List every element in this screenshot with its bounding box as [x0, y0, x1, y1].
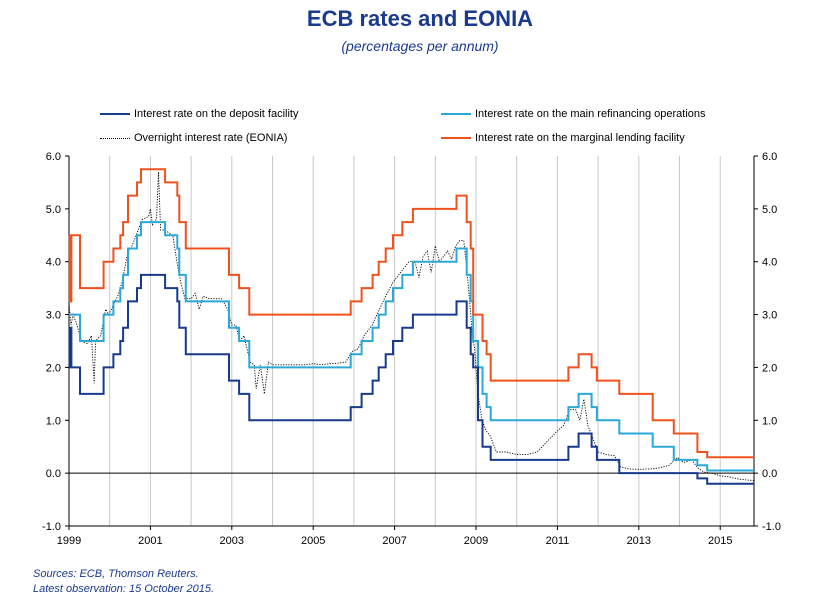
eonia-line	[68, 171, 755, 481]
x-tick-label: 2011	[546, 535, 570, 547]
y-tick-label-right: 3.0	[762, 310, 777, 322]
sources-note: Sources: ECB, Thomson Reuters.	[33, 568, 199, 580]
latest-observation-note: Latest observation: 15 October 2015.	[33, 583, 215, 595]
legend-marginal: Interest rate on the marginal lending fa…	[441, 132, 685, 144]
legend-swatch-deposit	[100, 113, 130, 115]
y-tick-label-left: 1.0	[46, 415, 61, 427]
y-tick-label-right: 6.0	[762, 151, 777, 163]
y-tick-label-left: 6.0	[46, 151, 61, 163]
legend-label-marginal: Interest rate on the marginal lending fa…	[475, 132, 685, 144]
deposit-facility-line	[68, 273, 754, 485]
legend-deposit: Interest rate on the deposit facility	[100, 108, 298, 120]
x-tick-label: 1999	[57, 535, 81, 547]
x-tick-label: 2015	[708, 535, 732, 547]
x-tick-label: 2009	[464, 535, 488, 547]
legend-label-mro: Interest rate on the main refinancing op…	[475, 108, 706, 120]
y-tick-label-right: -1.0	[762, 521, 781, 533]
x-tick-label: 2007	[382, 535, 406, 547]
legend-swatch-eonia	[100, 137, 130, 139]
chart-title: ECB rates and EONIA	[306, 6, 534, 31]
chart-plot: -1.0 -1.0 0.0 0.0 1.0 1.0 2.0 2.0 3.0 3.0 4.0 4.0 5.…	[42, 151, 781, 547]
y-tick-label-right: 0.0	[762, 468, 777, 480]
y-tick-label-right: 5.0	[762, 204, 777, 216]
series-layer	[68, 168, 755, 485]
y-tick-label-right: 2.0	[762, 362, 777, 374]
legend-mro: Interest rate on the main refinancing op…	[441, 108, 706, 120]
y-tick-label-left: 4.0	[46, 257, 61, 269]
y-tick-label-right: 4.0	[762, 257, 777, 269]
legend-swatch-marginal	[441, 137, 471, 139]
legend-eonia: Overnight interest rate (EONIA)	[100, 132, 287, 144]
legend-swatch-mro	[441, 113, 471, 115]
x-tick-label: 2001	[138, 535, 162, 547]
legend-label-deposit: Interest rate on the deposit facility	[134, 108, 299, 120]
y-tick-label-left: 2.0	[46, 362, 61, 374]
y-tick-label-left: -1.0	[42, 521, 61, 533]
mro-line	[69, 221, 754, 472]
y-tick-label-left: 3.0	[46, 310, 61, 322]
x-tick-label: 2005	[301, 535, 325, 547]
y-tick-label-right: 1.0	[762, 415, 777, 427]
legend-label-eonia: Overnight interest rate (EONIA)	[134, 132, 288, 144]
marginal-lending-line	[68, 168, 754, 459]
y-tick-label-left: 5.0	[46, 204, 61, 216]
axis-layer: -1.0 -1.0 0.0 0.0 1.0 1.0 2.0 2.0 3.0 3.0 4.0 4.0 5.…	[42, 151, 781, 547]
x-tick-label: 2003	[220, 535, 244, 547]
y-tick-label-left: 0.0	[46, 468, 61, 480]
x-tick-label: 2013	[627, 535, 651, 547]
chart-subtitle: (percentages per annum)	[341, 38, 499, 54]
